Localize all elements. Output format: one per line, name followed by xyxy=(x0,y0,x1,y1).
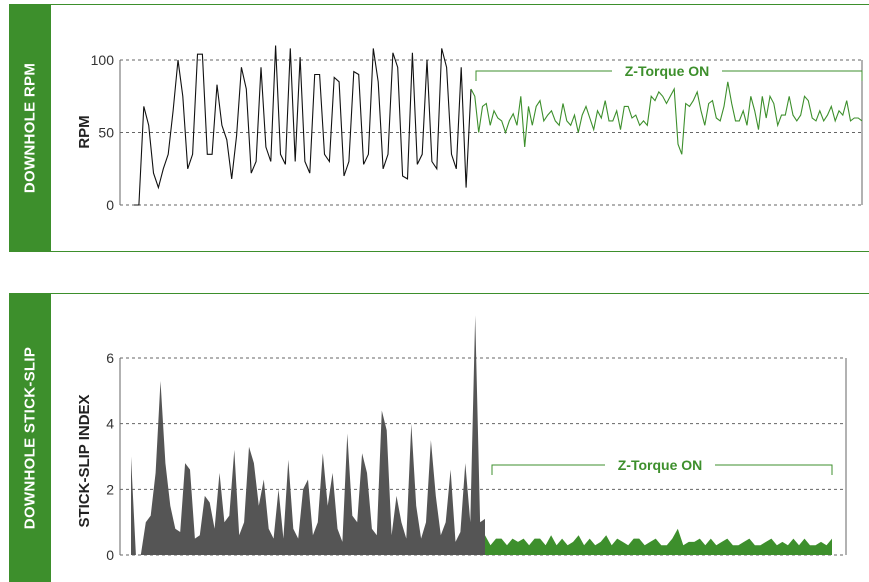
stickslip-y-ticks: 0 2 4 6 xyxy=(106,350,114,563)
rpm-annotation: Z-Torque ON xyxy=(475,63,863,81)
rpm-frame-top xyxy=(51,4,869,5)
stickslip-y-tick-label: 2 xyxy=(106,481,114,497)
rpm-y-tick-label: 0 xyxy=(106,197,114,213)
rpm-series-after xyxy=(470,81,863,155)
rpm-y-ticks: 0 50 100 xyxy=(91,52,115,213)
rpm-y-axis-label: RPM xyxy=(76,115,93,148)
stickslip-frame-top xyxy=(51,293,869,294)
stickslip-chart: STICK-SLIP INDEX 0 2 4 6 Z-Torque ON xyxy=(76,315,847,563)
stickslip-y-tick-label: 0 xyxy=(106,547,114,563)
rpm-series xyxy=(134,45,863,206)
stickslip-y-tick-label: 6 xyxy=(106,350,114,366)
rpm-panel: DOWNHOLE RPM RPM 0 50 100 Z-Torque ON xyxy=(0,4,869,252)
rpm-y-tick-label: 100 xyxy=(91,52,115,68)
stickslip-side-label: DOWNHOLE STICK-SLIP xyxy=(9,293,51,582)
stickslip-series xyxy=(131,315,832,555)
rpm-series-before xyxy=(134,45,472,206)
stickslip-series-after xyxy=(485,528,832,555)
stickslip-series-before xyxy=(131,315,485,555)
stickslip-panel: DOWNHOLE STICK-SLIP STICK-SLIP INDEX 0 2 4… xyxy=(0,293,869,582)
stickslip-y-tick-label: 4 xyxy=(106,416,114,432)
stickslip-annotation-label: Z-Torque ON xyxy=(618,457,703,473)
rpm-y-tick-label: 50 xyxy=(98,125,114,141)
stickslip-y-axis-label: STICK-SLIP INDEX xyxy=(76,394,93,527)
rpm-side-label: DOWNHOLE RPM xyxy=(9,4,51,252)
rpm-chart: RPM 0 50 100 Z-Torque ON xyxy=(76,45,863,213)
rpm-frame-bottom xyxy=(51,251,869,252)
rpm-grid xyxy=(119,59,863,206)
rpm-annotation-label: Z-Torque ON xyxy=(625,63,710,79)
stickslip-annotation: Z-Torque ON xyxy=(491,457,833,475)
